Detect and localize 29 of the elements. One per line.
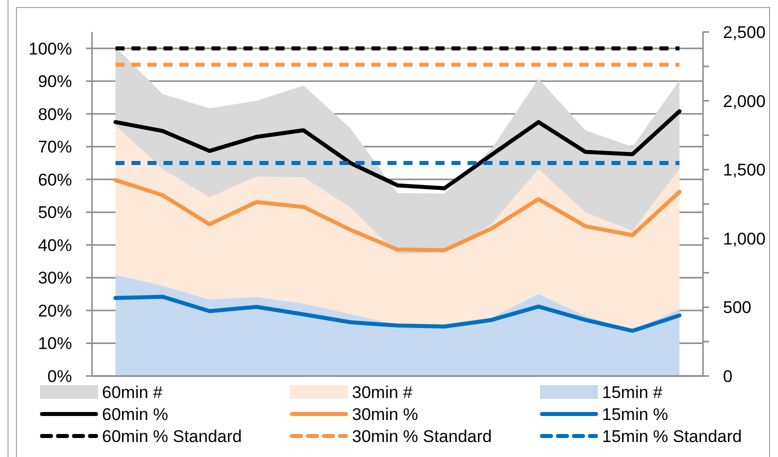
legend-label: 15min # (602, 382, 664, 402)
y2-tick-label: 2,500 (723, 22, 766, 42)
y-tick-label: 40% (38, 236, 72, 255)
line-series (114, 294, 682, 333)
legend-label: 30min % (352, 404, 418, 424)
legend-label: 30min % Standard (352, 426, 492, 446)
y-tick-label: 70% (38, 138, 72, 157)
y2-tick-label: 1,500 (723, 160, 766, 180)
y-tick-label: 50% (38, 203, 72, 222)
legend-label: 15min % (602, 404, 668, 424)
y-tick-label: 60% (38, 170, 72, 190)
legend-label: 60min % Standard (102, 426, 242, 446)
y-tick-label: 10% (38, 334, 72, 354)
line-series (114, 109, 682, 190)
y-tick-label: 90% (38, 72, 72, 92)
y2-tick-label: 0 (723, 366, 732, 386)
legend-label: 15min % Standard (602, 426, 742, 446)
y-tick-label: 30% (38, 268, 72, 288)
legend-label: 30min # (352, 382, 414, 402)
line-series (114, 178, 682, 252)
y-tick-label: 0% (47, 366, 72, 386)
y-tick-label: 80% (38, 104, 72, 124)
y-tick-label: 20% (38, 301, 72, 320)
y-tick-label: 100% (28, 39, 72, 58)
legend-label: 60min # (102, 382, 164, 402)
legend-label: 60min % (102, 404, 168, 424)
y2-tick-label: 500 (723, 298, 752, 318)
y2-tick-label: 2,000 (723, 92, 766, 111)
y2-tick-label: 1,000 (723, 229, 766, 248)
